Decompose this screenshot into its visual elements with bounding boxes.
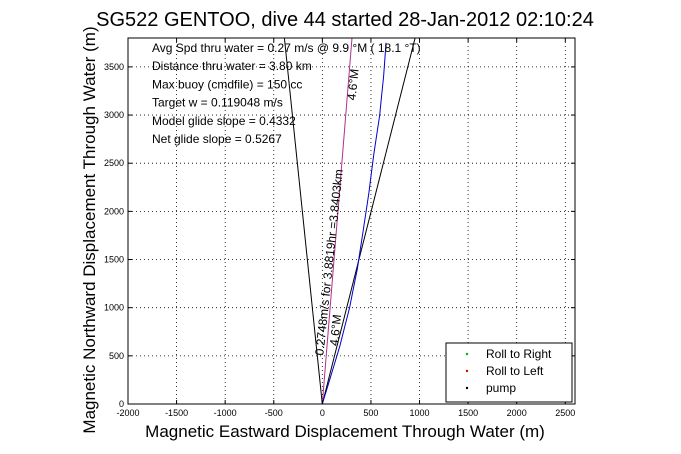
series-line-3 [321, 42, 387, 405]
annotation-line: Avg Spd thru water = 0.27 m/s @ 9.9 °M (… [152, 41, 421, 55]
annotation-line: Max buoy (cmdfile) = 150 cc [152, 77, 302, 91]
x-tick-label: 1000 [410, 408, 430, 418]
y-tick-label: 2000 [104, 206, 124, 216]
legend-marker [465, 352, 469, 356]
annotation-layer: Avg Spd thru water = 0.27 m/s @ 9.9 °M (… [152, 41, 421, 356]
series-line-0 [283, 37, 323, 405]
rotated-label: 4.6°M [327, 314, 344, 347]
annotation-line: Net glide slope = 0.5267 [152, 132, 282, 146]
legend-label: Roll to Right [486, 347, 552, 361]
y-tick-label: 1500 [104, 255, 124, 265]
x-tick-label: 0 [320, 408, 325, 418]
y-tick-label: 1000 [104, 303, 124, 313]
rotated-label: 4.6°M [344, 68, 361, 101]
y-tick-label: 500 [109, 351, 124, 361]
x-axis-label: Magnetic Eastward Displacement Through W… [145, 422, 545, 441]
legend: Roll to Right Roll to Left pump [445, 342, 573, 403]
legend-marker [465, 369, 469, 373]
x-tick-label: 2000 [507, 408, 527, 418]
tick-layer: -2000 -1500 -1000 -500 0 500 1000 1500 2000 2500 0… [104, 38, 575, 418]
legend-label: Roll to Left [486, 364, 544, 378]
axes-box [127, 37, 576, 405]
chart-title: SG522 GENTOO, dive 44 started 28-Jan-201… [96, 9, 594, 31]
x-tick-label: -1000 [214, 408, 237, 418]
legend-marker [465, 386, 469, 390]
x-tick-label: -500 [265, 408, 283, 418]
y-tick-label: 2500 [104, 158, 124, 168]
series-line-2 [321, 37, 353, 405]
series-layer [283, 37, 416, 405]
x-tick-label: 1500 [458, 408, 478, 418]
annotation-line: Target w = 0.119048 m/s [152, 96, 283, 110]
x-tick-label: -2000 [116, 408, 139, 418]
series-line-1 [321, 37, 416, 405]
annotation-line: Distance thru water = 3.80 km [152, 59, 312, 73]
annotation-line: Model glide slope = 0.4332 [152, 114, 296, 128]
y-axis-label: Magnetic Northward Displacement Through … [80, 26, 99, 433]
legend-label: pump [486, 381, 516, 395]
x-tick-label: 2500 [555, 408, 575, 418]
y-tick-label: 3000 [104, 110, 124, 120]
x-tick-label: 500 [363, 408, 378, 418]
y-tick-label: 3500 [104, 62, 124, 72]
x-tick-label: -1500 [165, 408, 188, 418]
y-tick-label: 0 [119, 399, 124, 409]
